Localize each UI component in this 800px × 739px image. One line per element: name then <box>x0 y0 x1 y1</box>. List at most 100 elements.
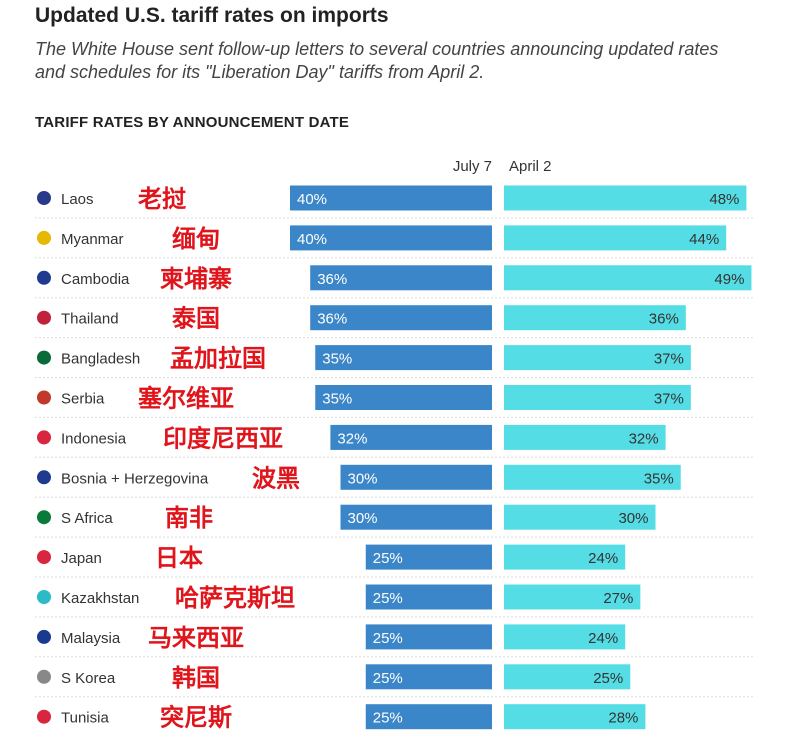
data-label-april2: 36% <box>649 311 679 328</box>
bar-july7 <box>365 664 492 690</box>
data-label-april2: 27% <box>603 590 633 607</box>
bar-july7 <box>290 185 492 211</box>
data-label-april2: 28% <box>608 710 638 727</box>
category-label: Thailand <box>61 311 119 328</box>
data-label-july7: 40% <box>297 231 327 248</box>
chinese-annotation: 孟加拉国 <box>170 345 266 373</box>
data-label-july7: 25% <box>373 670 403 687</box>
chinese-annotation: 老挝 <box>138 185 187 213</box>
flag-icon <box>37 390 51 405</box>
category-label: Bosnia + Herzegovina <box>61 470 209 487</box>
category-label: Myanmar <box>61 231 124 248</box>
category-label: Kazakhstan <box>61 590 139 607</box>
flag-icon <box>37 510 51 525</box>
chart-subtitle: The White House sent follow-up letters t… <box>35 39 719 82</box>
category-label: Laos <box>61 191 94 208</box>
data-label-july7: 25% <box>373 550 403 567</box>
bar-july7 <box>365 704 492 730</box>
bar-july7 <box>315 385 492 410</box>
flag-icon <box>37 629 51 644</box>
data-label-july7: 25% <box>373 590 403 607</box>
data-label-july7: 25% <box>373 710 403 727</box>
bar-july7 <box>290 225 492 251</box>
data-label-july7: 35% <box>322 351 352 368</box>
flag-icon <box>37 550 51 565</box>
bar-july7 <box>340 504 492 530</box>
bar-april2 <box>504 345 691 371</box>
data-label-july7: 36% <box>317 271 347 288</box>
category-label: Bangladesh <box>61 351 140 368</box>
bar-april2 <box>504 504 656 530</box>
flag-icon <box>37 310 51 325</box>
data-label-july7: 32% <box>337 430 367 447</box>
chinese-annotation: 日本 <box>155 544 203 572</box>
bar-april2 <box>504 424 666 450</box>
category-label: Indonesia <box>61 430 127 447</box>
data-label-july7: 36% <box>317 311 347 328</box>
flag-icon <box>37 350 51 365</box>
data-label-april2: 32% <box>629 430 659 447</box>
category-label: S Korea <box>61 670 116 687</box>
chinese-annotation: 南非 <box>165 504 213 532</box>
data-label-april2: 24% <box>588 630 618 647</box>
bar-july7 <box>340 464 492 490</box>
data-label-april2: 37% <box>654 351 684 368</box>
data-label-july7: 25% <box>373 630 403 647</box>
flag-icon <box>37 470 51 485</box>
bar-april2 <box>504 225 727 251</box>
bar-july7 <box>310 305 492 331</box>
bar-july7 <box>315 345 492 371</box>
chinese-annotation: 突尼斯 <box>160 704 232 732</box>
flag-icon <box>37 191 51 205</box>
data-label-april2: 44% <box>689 231 719 248</box>
bar-july7 <box>330 424 492 450</box>
flag-icon <box>37 430 51 445</box>
data-label-april2: 37% <box>654 391 684 408</box>
data-label-april2: 49% <box>714 271 744 288</box>
chinese-annotation: 泰国 <box>172 305 220 333</box>
bar-april2 <box>504 185 747 211</box>
bar-april2 <box>504 305 686 331</box>
bar-april2 <box>504 624 626 650</box>
legend-april2: April 2 <box>509 158 552 175</box>
chinese-annotation: 缅甸 <box>172 225 220 253</box>
chinese-annotation: 韩国 <box>172 664 220 692</box>
flag-icon <box>37 270 51 285</box>
chinese-annotation: 哈萨克斯坦 <box>175 584 295 612</box>
chinese-annotation: 柬埔寨 <box>160 265 232 293</box>
bar-april2 <box>504 584 641 610</box>
category-label: Serbia <box>61 391 105 408</box>
flag-icon <box>37 590 51 604</box>
bar-april2 <box>504 385 691 410</box>
flag-icon <box>37 669 51 684</box>
category-label: Cambodia <box>61 271 130 288</box>
data-label-july7: 30% <box>348 470 378 487</box>
chart-title: Updated U.S. tariff rates on imports <box>35 4 389 27</box>
category-label: S Africa <box>61 510 113 527</box>
category-label: Tunisia <box>61 710 109 727</box>
category-label: Malaysia <box>61 630 121 647</box>
category-label: Japan <box>61 550 102 567</box>
data-label-april2: 24% <box>588 550 618 567</box>
flag-icon <box>37 230 51 245</box>
data-label-july7: 40% <box>297 191 327 208</box>
bar-april2 <box>504 464 681 490</box>
bar-april2 <box>504 704 646 730</box>
bar-july7 <box>365 544 492 570</box>
bar-july7 <box>365 584 492 610</box>
data-label-april2: 25% <box>593 670 623 687</box>
data-label-july7: 35% <box>322 391 352 408</box>
data-label-april2: 30% <box>618 510 648 527</box>
bar-july7 <box>310 265 492 291</box>
data-label-april2: 48% <box>709 191 739 208</box>
bar-april2 <box>504 664 631 690</box>
legend-july7: July 7 <box>452 158 492 175</box>
chinese-annotation: 波黑 <box>252 464 300 492</box>
data-label-april2: 35% <box>644 470 674 487</box>
data-label-july7: 30% <box>348 510 378 527</box>
flag-icon <box>37 709 51 724</box>
chinese-annotation: 马来西亚 <box>148 624 244 652</box>
bar-july7 <box>365 624 492 650</box>
chinese-annotation: 塞尔维亚 <box>138 385 234 413</box>
